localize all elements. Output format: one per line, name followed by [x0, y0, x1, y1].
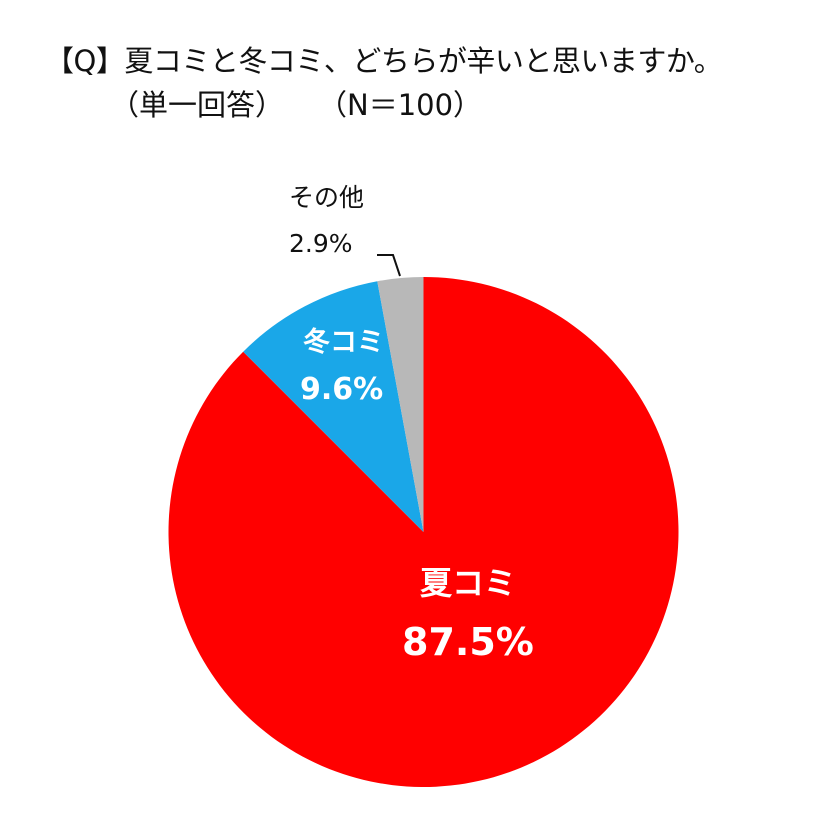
- other-leader-line: [377, 254, 401, 277]
- title-sample-size: （N＝100）: [318, 88, 483, 122]
- other-label-value: 2.9%: [289, 229, 353, 258]
- summer-slice: [168, 277, 679, 787]
- title-answer-type: （単一回答）: [110, 88, 285, 122]
- title-subtitle: （単一回答） （N＝100）: [110, 82, 482, 124]
- summer-label-value: 87.5%: [402, 620, 534, 664]
- winter-slice: [243, 281, 424, 532]
- other-label-name: その他: [289, 183, 365, 212]
- other-slice: [377, 277, 424, 532]
- summer-label-name: 夏コミ: [420, 564, 517, 602]
- winter-label-value: 9.6%: [300, 372, 384, 407]
- winter-label-name: 冬コミ: [303, 327, 384, 358]
- title-question: 【Q】夏コミと冬コミ、どちらが辛いと思いますか。: [45, 44, 723, 78]
